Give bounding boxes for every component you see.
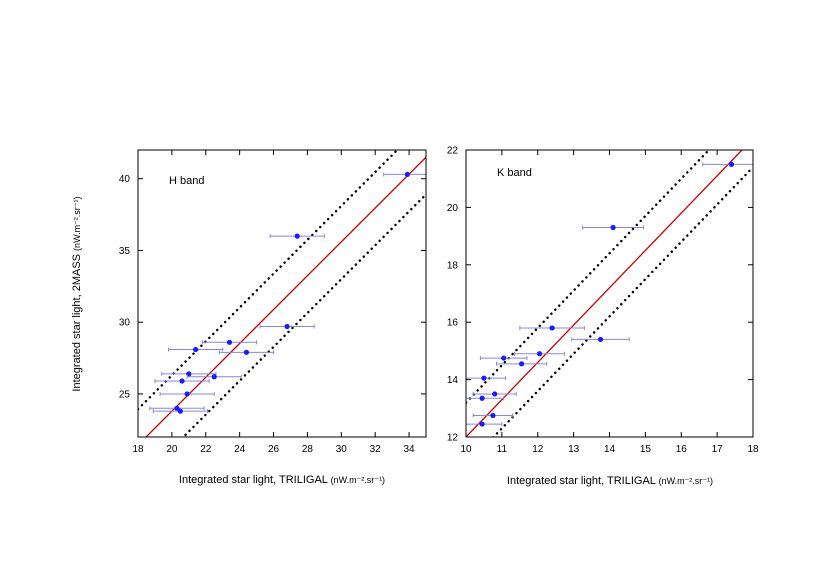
h-x-tick-label-7: 32 xyxy=(370,444,382,455)
k-data-point-7 xyxy=(481,375,487,381)
h-data-point-3 xyxy=(226,339,233,345)
k-data-point-9 xyxy=(479,395,485,401)
h-x-tick-label-8: 34 xyxy=(403,444,415,455)
k-x-tick-label-7: 17 xyxy=(712,444,724,455)
h-bound-line-1 xyxy=(181,193,426,437)
h-x-tick-label-5: 28 xyxy=(302,444,314,455)
h-data-point-4 xyxy=(243,349,250,355)
panel-h-band: 18 20 22 24 26 28 30 32 34 25 30 35 40 H band Integr… xyxy=(71,149,427,486)
h-fit-line xyxy=(145,156,426,437)
h-x-tick-label-6: 30 xyxy=(336,444,348,455)
h-x-tick-label-2: 22 xyxy=(200,444,212,455)
h-y-axis-label: Integrated star light, 2MASS (nW.m⁻².sr⁻… xyxy=(71,196,83,391)
h-y-tick-label-0: 25 xyxy=(119,389,131,400)
k-x-axis-unit: (nW.m⁻².sr⁻¹) xyxy=(659,476,714,486)
k-band-label: K band xyxy=(497,167,532,179)
k-data-point-2 xyxy=(549,325,555,331)
k-data-point-5 xyxy=(536,351,543,357)
h-bound-line-0 xyxy=(138,150,399,411)
k-x-tick-label-0: 10 xyxy=(460,444,472,455)
k-y-tick-label-1: 14 xyxy=(447,375,459,386)
k-x-tick-label-1: 11 xyxy=(497,444,508,455)
k-data-point-0 xyxy=(728,161,735,167)
h-y-tick-label-2: 35 xyxy=(119,246,131,257)
h-y-axis-label-text: Integrated star light, 2MASS xyxy=(71,254,83,392)
h-data-point-2 xyxy=(284,323,290,330)
h-x-axis-unit: (nW.m⁻².sr⁻¹) xyxy=(331,475,386,485)
k-data-point-11 xyxy=(479,421,485,427)
k-x-tick-label-2: 12 xyxy=(532,444,544,455)
h-data-point-1 xyxy=(294,233,300,239)
h-data-point-0 xyxy=(404,171,410,177)
k-data-point-10 xyxy=(490,412,496,419)
h-x-tick-label-1: 20 xyxy=(166,444,178,455)
k-y-tick-label-5: 22 xyxy=(447,146,459,157)
k-data-point-3 xyxy=(597,336,604,343)
k-data-point-1 xyxy=(610,224,616,231)
k-x-axis-label: Integrated star light, TRILIGAL (nW.m⁻².… xyxy=(507,475,713,487)
k-y-tick-label-2: 16 xyxy=(447,318,459,329)
k-data-point-8 xyxy=(492,391,498,397)
k-data-point-4 xyxy=(501,355,507,361)
plot-frame-h xyxy=(137,149,427,438)
k-x-tick-label-3: 13 xyxy=(568,444,580,455)
h-data-point-5 xyxy=(193,346,199,353)
k-data-point-6 xyxy=(519,361,525,367)
k-y-tick-label-0: 12 xyxy=(447,433,459,444)
k-y-tick-label-4: 20 xyxy=(447,203,459,214)
k-bound-line-0 xyxy=(466,150,711,404)
h-band-label: H band xyxy=(169,175,204,187)
h-x-tick-label-3: 24 xyxy=(234,444,246,455)
k-fit-line xyxy=(466,150,743,437)
h-data-point-11 xyxy=(177,408,183,414)
h-x-tick-label-0: 18 xyxy=(132,444,144,455)
k-y-tick-label-3: 18 xyxy=(447,260,459,271)
k-x-tick-label-6: 16 xyxy=(676,444,688,455)
h-y-axis-unit: (nW.m⁻².sr⁻¹) xyxy=(72,196,82,251)
panel-k-band: 10 11 12 13 14 15 16 17 18 12 14 16 18 20 22 K band In… xyxy=(447,146,759,488)
k-x-axis-label-text: Integrated star light, TRILIGAL xyxy=(507,475,656,487)
h-y-tick-label-3: 40 xyxy=(119,174,131,185)
k-bound-line-1 xyxy=(491,166,753,437)
h-x-axis-label: Integrated star light, TRILIGAL (nW.m⁻².… xyxy=(179,474,385,486)
h-data-point-8 xyxy=(179,378,185,384)
h-x-tick-label-4: 26 xyxy=(268,444,280,455)
k-x-tick-label-5: 15 xyxy=(640,444,652,455)
k-x-tick-label-4: 14 xyxy=(604,444,616,455)
h-data-point-10 xyxy=(174,405,180,411)
h-data-point-9 xyxy=(184,391,190,397)
h-x-axis-label-text: Integrated star light, TRILIGAL xyxy=(179,474,328,486)
h-data-point-7 xyxy=(211,374,217,380)
k-x-tick-label-8: 18 xyxy=(747,444,759,455)
h-y-tick-label-1: 30 xyxy=(119,318,131,329)
